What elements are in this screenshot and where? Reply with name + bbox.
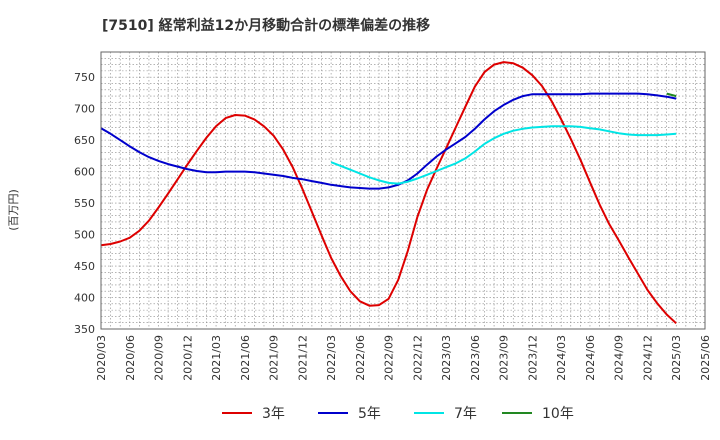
x-tick-label: 2020/09 <box>153 335 166 381</box>
x-tick-label: 2022/06 <box>354 335 367 381</box>
x-tick-label: 2023/03 <box>440 335 453 381</box>
y-axis-label: (百万円) <box>7 189 20 231</box>
x-tick-label: 2022/12 <box>411 335 424 381</box>
y-tick-label: 600 <box>74 166 95 179</box>
y-tick-label: 750 <box>74 71 95 84</box>
y-tick-label: 700 <box>74 103 95 116</box>
x-tick-label: 2021/03 <box>210 335 223 381</box>
chart-title: [7510] 経常利益12か月移動合計の標準偏差の推移 <box>102 17 430 34</box>
legend-label: 5年 <box>358 406 381 422</box>
x-tick-label: 2020/06 <box>124 335 137 381</box>
x-tick-label: 2024/09 <box>613 335 626 381</box>
series-line-7年 <box>330 125 677 185</box>
y-axis-ticks: 350 400 450 500 550 600 650 700 750 <box>74 71 95 336</box>
x-tick-label: 2020/12 <box>181 335 194 381</box>
x-tick-label: 2021/09 <box>268 335 281 381</box>
y-tick-label: 500 <box>74 229 95 242</box>
x-tick-label: 2022/03 <box>325 335 338 381</box>
legend-item: 7年 <box>414 406 477 422</box>
x-axis-ticks: 2020/03 2020/06 2020/09 2020/12 2021/03 2021/… <box>95 335 712 381</box>
series-lines <box>100 61 677 325</box>
legend: 3年 5年 7年 10年 <box>222 406 574 422</box>
x-tick-label: 2022/09 <box>383 335 396 381</box>
legend-label: 3年 <box>262 406 285 422</box>
legend-item: 10年 <box>502 406 574 422</box>
legend-label: 7年 <box>454 406 477 422</box>
series-line-10年 <box>666 92 677 98</box>
x-tick-label: 2024/03 <box>555 335 568 381</box>
legend-item: 5年 <box>318 406 381 422</box>
x-tick-label: 2023/12 <box>526 335 539 381</box>
y-tick-label: 450 <box>74 260 95 273</box>
legend-label: 10年 <box>542 406 574 422</box>
y-tick-label: 550 <box>74 197 95 210</box>
y-tick-label: 650 <box>74 134 95 147</box>
x-tick-label: 2020/03 <box>95 335 108 381</box>
legend-item: 3年 <box>222 406 285 422</box>
x-tick-label: 2025/06 <box>699 335 712 381</box>
x-tick-label: 2023/09 <box>498 335 511 381</box>
plot-frame <box>100 51 706 330</box>
x-tick-label: 2021/12 <box>296 335 309 381</box>
series-line-3年 <box>100 61 677 325</box>
x-tick-label: 2024/12 <box>641 335 654 381</box>
y-tick-label: 350 <box>74 323 95 336</box>
y-tick-label: 400 <box>74 292 95 305</box>
x-tick-label: 2024/06 <box>584 335 597 381</box>
x-tick-label: 2021/06 <box>239 335 252 381</box>
x-tick-label: 2023/06 <box>469 335 482 381</box>
series-line-5年 <box>100 92 677 190</box>
x-tick-label: 2025/03 <box>670 335 683 381</box>
grid <box>101 52 705 329</box>
